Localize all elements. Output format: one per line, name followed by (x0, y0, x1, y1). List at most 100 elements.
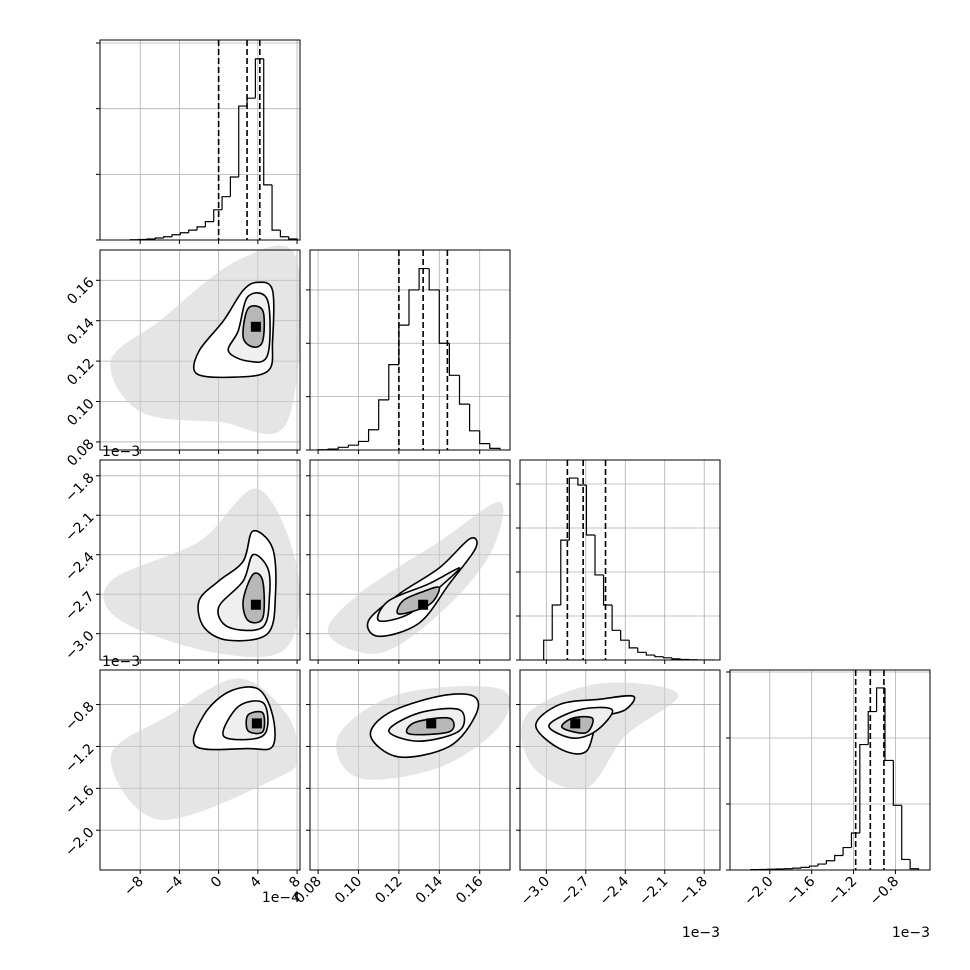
hist-bin (337, 446, 349, 450)
x-tick-label: 0.14 (413, 873, 446, 906)
y-tick-label: −0.8 (62, 699, 97, 734)
x-tick-label: −1.6 (783, 873, 818, 908)
density-peak (418, 599, 429, 610)
histogram (750, 670, 920, 870)
hist-bin (408, 289, 420, 326)
axes-frame (309, 249, 511, 451)
y-tick-label: −1.6 (62, 783, 97, 818)
hist-bin (279, 230, 289, 238)
hist-bin (654, 655, 664, 658)
hist-bin (551, 604, 561, 641)
hist-bin (577, 478, 587, 486)
histogram (317, 250, 501, 450)
hist-bin (808, 865, 818, 868)
axes-frame (519, 669, 721, 871)
hist-bin (388, 364, 399, 400)
hist-bin (662, 656, 672, 659)
density-peak (251, 718, 262, 729)
hist-bin (254, 58, 264, 99)
x-tick-label: 0.16 (453, 873, 486, 906)
hist-bin (163, 236, 173, 239)
y-tick-label: 0.12 (64, 355, 97, 388)
hist-bin (645, 652, 655, 656)
hist-bin (468, 404, 480, 432)
x-offset-label: 1e−4 (262, 890, 300, 906)
axes-frame (99, 39, 301, 241)
density-peak (426, 718, 437, 729)
axes-frame (99, 669, 301, 871)
hist-bin (842, 846, 852, 856)
x-tick-label: −4 (160, 873, 186, 899)
x-tick-label: −2.7 (557, 874, 592, 909)
hist-bin (448, 343, 460, 376)
y-tick-label: −2.1 (62, 510, 97, 545)
hist-bin (428, 268, 440, 291)
x-offset-label: 1e−3 (682, 925, 720, 941)
x-tick-label: 0 (208, 874, 226, 892)
axes-frame (519, 459, 721, 661)
hist-bin (884, 687, 894, 762)
hist-bin (347, 444, 359, 448)
hist-bin (679, 658, 690, 660)
hist-bin (560, 539, 570, 605)
hist-bin (909, 859, 920, 870)
hist-bin (271, 184, 281, 231)
hist-bin (792, 867, 802, 869)
hist-bin (238, 105, 248, 177)
x-tick-label: −8 (121, 874, 147, 900)
hist-bin (875, 687, 885, 712)
density-peak (250, 599, 261, 610)
hist-bin (800, 866, 810, 869)
hist-bin (179, 232, 189, 235)
histogram (543, 460, 715, 660)
hist-bin (585, 485, 595, 536)
hist-bin (438, 289, 450, 344)
hist-bin (188, 229, 198, 233)
hist-bin (288, 236, 298, 240)
hist-bin (154, 237, 164, 239)
hist-bin (213, 209, 223, 222)
density-peak (250, 321, 261, 332)
panel (96, 40, 300, 244)
panel (726, 670, 930, 874)
y-tick-label: −2.0 (62, 825, 97, 860)
hist-bin (171, 234, 181, 237)
x-tick-label: −1.2 (825, 874, 860, 909)
y-tick-label: 0.14 (64, 315, 97, 348)
axes-frame (309, 669, 511, 871)
hist-bin (543, 639, 553, 660)
hist-bin (834, 854, 844, 861)
hist-bin (867, 710, 877, 745)
contour (242, 572, 266, 624)
hist-bin (901, 805, 911, 861)
y-offset-label: 1e−3 (102, 654, 140, 670)
hist-bin (357, 440, 369, 446)
x-tick-label: 0.12 (372, 874, 405, 907)
hist-bin (458, 375, 470, 405)
hist-bin (620, 630, 630, 641)
hist-bin (817, 863, 827, 867)
hist-bin (628, 640, 638, 649)
hist-bin (859, 743, 869, 834)
hist-bin (378, 399, 389, 430)
panel (306, 250, 510, 454)
y-tick-label: −3.0 (62, 628, 97, 663)
x-tick-label: −2.1 (636, 874, 671, 909)
x-offset-label: 1e−3 (892, 925, 930, 941)
axes-frame (309, 459, 511, 661)
hist-bin (146, 238, 156, 240)
density-peak (570, 718, 581, 729)
hist-bin (263, 58, 273, 186)
hist-bin (479, 430, 490, 445)
axes-frame (729, 669, 931, 871)
axes-frame (99, 249, 301, 451)
x-tick-label: −2.0 (741, 874, 776, 909)
hist-bin (637, 647, 647, 653)
y-tick-label: 0.08 (64, 436, 97, 469)
hist-bin (229, 176, 239, 197)
axes-frame (99, 459, 301, 661)
x-tick-label: −2.4 (597, 873, 632, 908)
histogram (129, 40, 298, 240)
x-tick-label: −1.8 (676, 874, 711, 909)
